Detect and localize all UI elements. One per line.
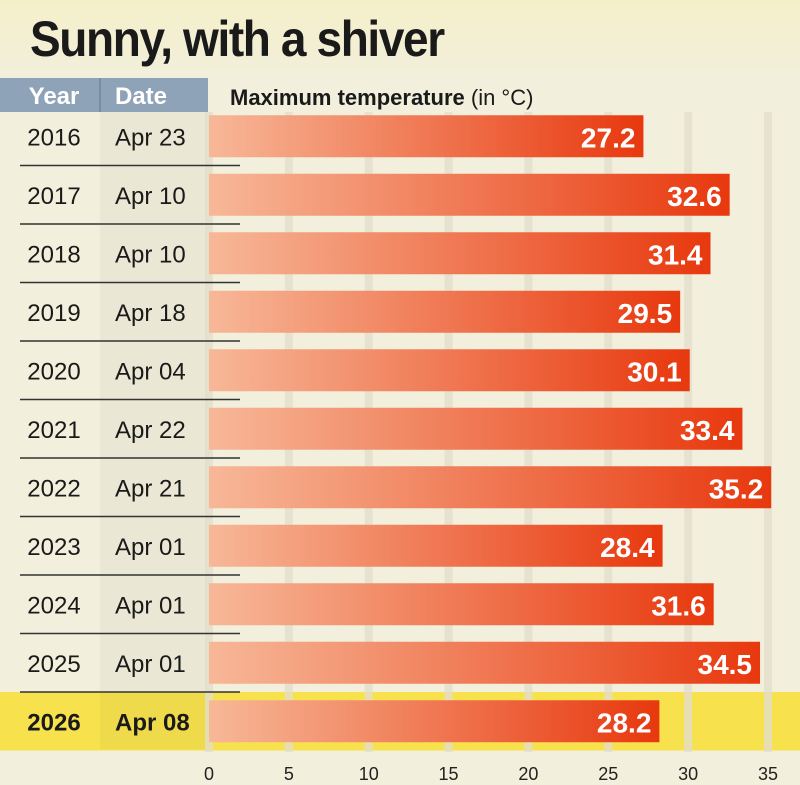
bar <box>209 524 663 567</box>
bar <box>209 466 772 509</box>
bar <box>209 173 730 216</box>
data-label: 29.5 <box>618 298 673 329</box>
data-label: 28.4 <box>600 532 655 563</box>
data-label: 32.6 <box>667 181 722 212</box>
axis-label-measure: Maximum temperature <box>230 85 465 110</box>
header-year: Year <box>29 83 80 110</box>
data-label: 35.2 <box>709 473 764 504</box>
bar <box>209 583 714 626</box>
year-label: 2020 <box>27 358 80 385</box>
data-label: 28.2 <box>597 707 652 738</box>
year-label: 2024 <box>27 592 80 619</box>
title-background <box>0 0 800 78</box>
data-label: 31.6 <box>651 590 706 621</box>
x-tick-label: 25 <box>598 764 618 784</box>
year-label: 2023 <box>27 534 80 561</box>
date-label: Apr 08 <box>115 709 190 736</box>
data-label: 30.1 <box>627 356 682 387</box>
year-label: 2026 <box>27 709 80 736</box>
x-tick-label: 10 <box>359 764 379 784</box>
date-label: Apr 10 <box>115 183 186 210</box>
date-label: Apr 04 <box>115 358 186 385</box>
data-label: 34.5 <box>698 649 753 680</box>
bar <box>209 290 681 333</box>
bar <box>209 349 690 392</box>
date-label: Apr 21 <box>115 475 186 502</box>
bar <box>209 641 761 684</box>
date-label: Apr 10 <box>115 241 186 268</box>
year-label: 2017 <box>27 183 80 210</box>
year-label: 2021 <box>27 417 80 444</box>
year-label: 2025 <box>27 651 80 678</box>
x-tick-label: 15 <box>439 764 459 784</box>
data-label: 33.4 <box>680 415 735 446</box>
data-label: 27.2 <box>581 122 636 153</box>
year-label: 2016 <box>27 124 80 151</box>
bar <box>209 115 644 158</box>
date-label: Apr 18 <box>115 300 186 327</box>
chart-title: Sunny, with a shiver <box>30 11 445 67</box>
bar <box>209 407 743 450</box>
x-tick-label: 20 <box>518 764 538 784</box>
data-label: 31.4 <box>648 239 703 270</box>
year-label: 2022 <box>27 475 80 502</box>
axis-label-unit: (in °C) <box>471 85 534 110</box>
date-label: Apr 01 <box>115 651 186 678</box>
x-tick-label: 30 <box>678 764 698 784</box>
year-label: 2019 <box>27 300 80 327</box>
date-label: Apr 23 <box>115 124 186 151</box>
axis-label: Maximum temperature (in °C) <box>230 85 533 110</box>
bar <box>209 232 711 275</box>
date-label: Apr 01 <box>115 534 186 561</box>
x-tick-label: 5 <box>284 764 294 784</box>
gridline <box>764 112 772 752</box>
x-tick-label: 0 <box>204 764 214 784</box>
header-date: Date <box>115 83 167 110</box>
x-tick-label: 35 <box>758 764 778 784</box>
table-header <box>0 78 208 112</box>
date-label: Apr 01 <box>115 592 186 619</box>
bar <box>209 700 660 743</box>
year-label: 2018 <box>27 241 80 268</box>
date-label: Apr 22 <box>115 417 186 444</box>
